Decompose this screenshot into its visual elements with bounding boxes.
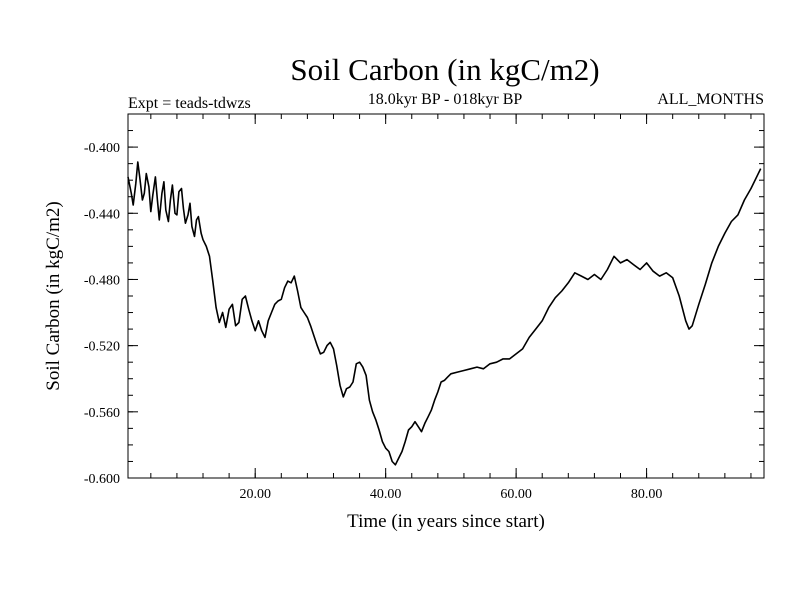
x-axis: 20.00 40.00 60.00 80.00 — [239, 114, 662, 502]
y-tick-label: -0.480 — [84, 273, 120, 288]
x-tick-label: 20.00 — [239, 487, 271, 502]
x-tick-label: 40.00 — [370, 487, 402, 502]
y-tick-label: -0.440 — [84, 207, 120, 222]
y-tick-label: -0.400 — [84, 141, 120, 156]
y-minor-ticks — [128, 113, 764, 479]
x-minor-ticks — [150, 114, 752, 478]
y-axis-label: Soil Carbon (in kgC/m2) — [43, 201, 64, 390]
x-axis-label: Time (in years since start) — [347, 511, 545, 532]
x-tick-label: 60.00 — [500, 487, 532, 502]
period-label: ALL_MONTHS — [657, 91, 764, 108]
x-tick-label: 80.00 — [631, 487, 663, 502]
plot-frame — [127, 113, 765, 479]
y-tick-label: -0.560 — [84, 406, 120, 421]
y-axis: -0.600 -0.560 -0.520 -0.480 -0.440 -0.400 — [84, 141, 764, 487]
expt-label: Expt = teads-tdwzs — [128, 95, 251, 112]
y-tick-label: -0.520 — [84, 340, 120, 355]
y-tick-label: -0.600 — [84, 472, 120, 487]
series-line-soil-carbon — [127, 161, 762, 466]
chart-title: Soil Carbon (in kgC/m2) — [290, 52, 599, 87]
chart-subtitle: 18.0kyr BP - 018kyr BP — [368, 91, 523, 108]
